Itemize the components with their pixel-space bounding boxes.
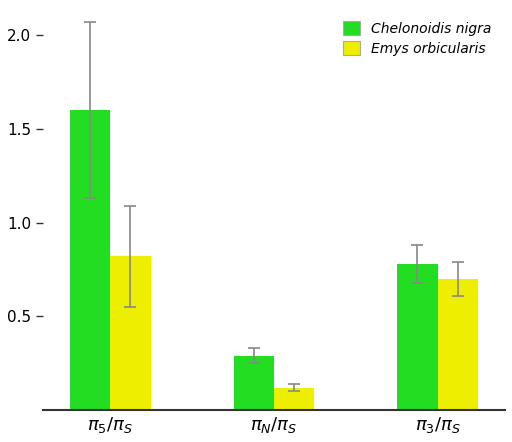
Legend: Chelonoidis nigra, Emys orbicularis: Chelonoidis nigra, Emys orbicularis <box>336 14 498 63</box>
Bar <box>397 264 438 410</box>
Bar <box>110 256 151 410</box>
Bar <box>438 279 478 410</box>
Bar <box>274 388 314 410</box>
Bar <box>70 110 110 410</box>
Bar <box>233 356 274 410</box>
